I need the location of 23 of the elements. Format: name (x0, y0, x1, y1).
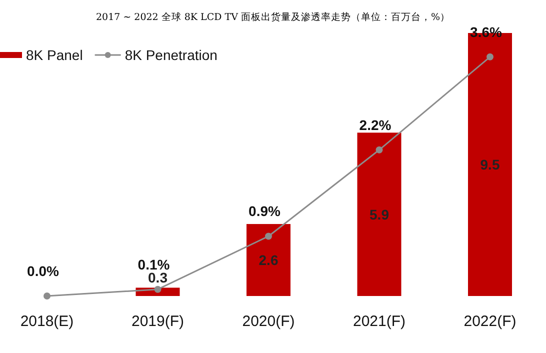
bar (357, 132, 402, 296)
bar (246, 224, 290, 296)
data-label: 0.1% (138, 256, 170, 272)
data-label: 0.0% (27, 263, 60, 279)
point (44, 292, 50, 300)
data-label: 5.9 (370, 206, 390, 222)
x-tick-label: 2021(F) (352, 313, 406, 330)
legend-label: 8K Panel (26, 47, 83, 63)
point (265, 232, 272, 240)
point (486, 53, 494, 60)
data-label: 0.9% (248, 203, 281, 220)
x-tick-label: 2022(F) (464, 313, 516, 330)
data-label: 2.2% (359, 116, 392, 133)
point (154, 286, 162, 293)
data-label: 0.3 (148, 270, 168, 286)
data-label: 2.6 (258, 252, 278, 268)
x-tick-label: 2019(F) (131, 313, 184, 330)
chart-title: 2017 ~ 2022 全球 8K LCD TV 面板出货量及渗透率走势（单位：百万台，%） (96, 11, 450, 23)
data-label: 9.5 (480, 156, 500, 172)
x-tick-label: 2020(F) (242, 313, 295, 330)
point (376, 146, 383, 154)
legend-label: 8K Penetration (124, 47, 218, 63)
x-tick-label: 2018(E) (20, 313, 74, 330)
